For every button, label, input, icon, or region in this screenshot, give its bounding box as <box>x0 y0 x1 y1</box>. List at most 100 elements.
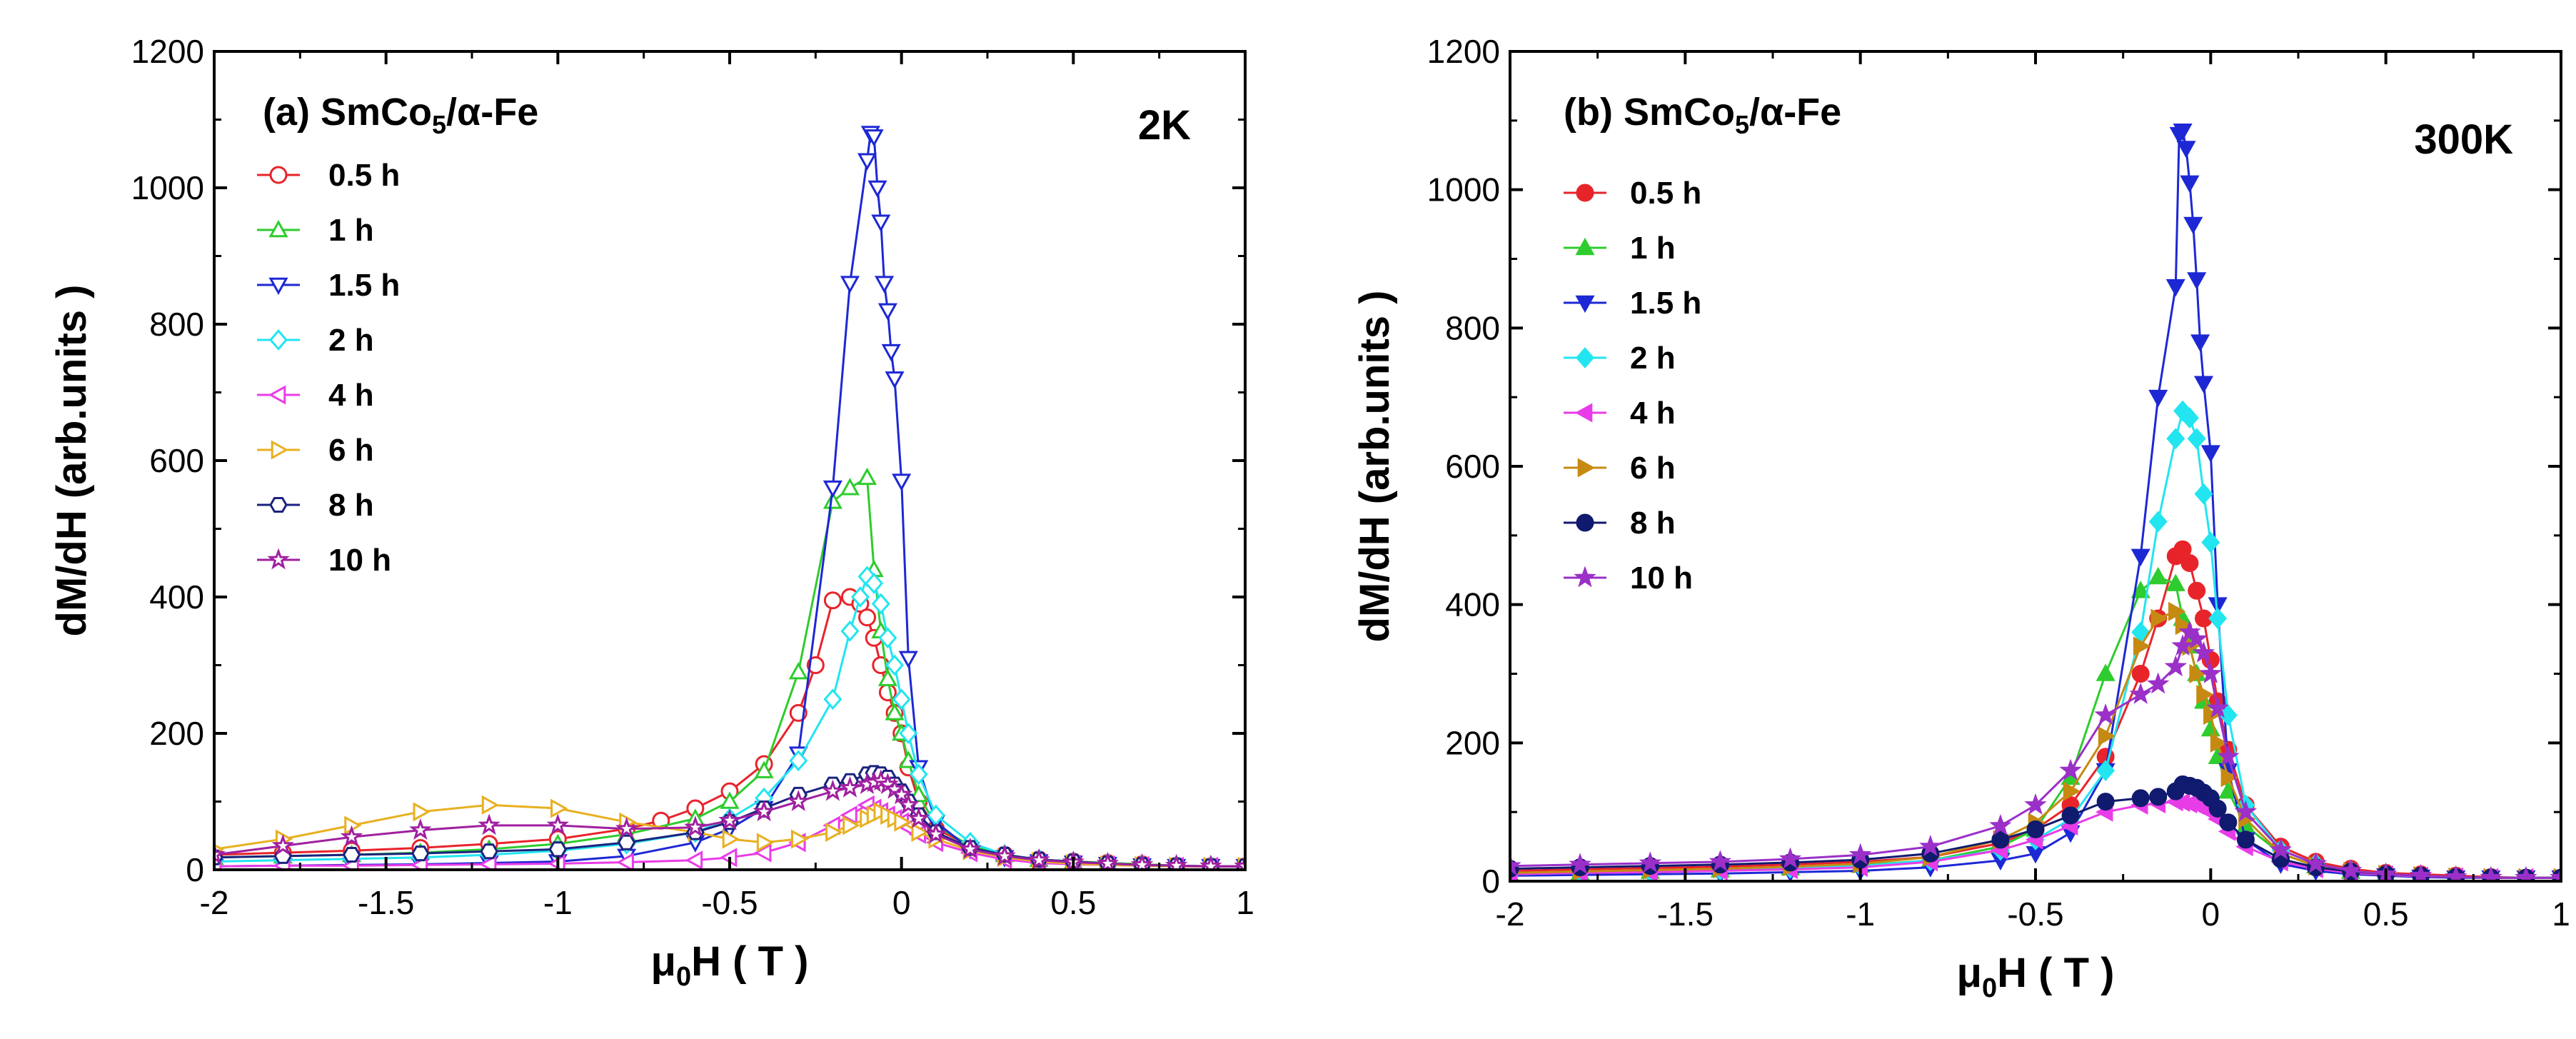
legend-item: 10 h <box>257 543 391 578</box>
legend-item: 8 h <box>257 488 374 523</box>
data-point <box>907 806 930 828</box>
legend-label: 10 h <box>1630 561 1693 596</box>
y-tick-label: 200 <box>1445 724 1500 761</box>
legend: 0.5 h 1 h 1.5 h 2 h 4 h 6 h 8 h 10 h <box>257 158 400 578</box>
legend-item: 0.5 h <box>257 158 400 193</box>
x-tick-label: 0.5 <box>2363 895 2409 933</box>
data-point <box>2171 634 2194 656</box>
legend-label: 8 h <box>328 488 374 523</box>
data-point <box>857 153 877 171</box>
data-point <box>864 129 884 147</box>
data-point <box>892 688 911 711</box>
data-point <box>2173 124 2193 141</box>
data-point <box>478 813 500 835</box>
data-point <box>892 473 912 491</box>
data-point <box>885 371 905 389</box>
data-point <box>2187 272 2207 290</box>
data-point <box>340 825 363 847</box>
legend-item: 1.5 h <box>257 268 400 303</box>
data-point <box>2176 141 2196 159</box>
data-point <box>2024 793 2047 815</box>
data-point <box>2164 655 2188 677</box>
data-point <box>897 793 920 815</box>
data-point <box>753 800 775 822</box>
x-tick-label: -1 <box>1846 895 1875 933</box>
data-point <box>409 818 432 840</box>
y-tick-label: 1000 <box>131 169 204 206</box>
data-point <box>822 480 842 498</box>
data-point <box>720 791 740 809</box>
data-point <box>899 723 918 744</box>
legend-item: 6 h <box>257 433 374 468</box>
data-point <box>898 651 918 669</box>
data-point <box>871 214 891 232</box>
legend-item: 0.5 h <box>1564 176 1701 211</box>
panel-title-subscript: 5 <box>432 110 446 139</box>
data-point <box>788 661 808 680</box>
data-point <box>214 843 226 865</box>
data-point <box>2131 665 2150 683</box>
data-point <box>1199 854 1222 870</box>
data-point <box>2129 682 2152 704</box>
data-point <box>2148 566 2168 585</box>
panel-title-suffix: /α-Fe <box>446 91 538 134</box>
legend-label: 2 h <box>1630 341 1676 376</box>
x-tick-label: 1 <box>2552 895 2570 933</box>
data-point <box>546 813 569 835</box>
legend-marker <box>268 219 288 238</box>
chart-panel-a: -2 -1.5 -1 -0.5 0 0.5 1 0 200 400 600 800 1000 1200 dM… <box>49 33 1254 992</box>
legend-label: 1.5 h <box>1630 286 1701 321</box>
legend-marker <box>269 329 288 351</box>
data-point <box>548 841 568 858</box>
legend-item: 1 h <box>1564 231 1676 266</box>
data-point <box>858 608 877 627</box>
data-point <box>2130 548 2150 566</box>
data-point <box>722 829 740 849</box>
x-axis-title-subscript: 0 <box>1982 973 1997 1003</box>
legend-item: 2 h <box>1564 341 1676 376</box>
x-axis-title-rest: H ( T ) <box>691 938 808 985</box>
data-point <box>2180 407 2199 429</box>
legend-marker <box>268 385 286 405</box>
data-point <box>823 591 842 610</box>
data-point <box>1709 850 1732 872</box>
x-tick-label: 1 <box>1236 884 1254 921</box>
legend-marker <box>1577 458 1596 478</box>
y-tick-label: 1000 <box>1427 171 1500 209</box>
data-point <box>2187 428 2206 450</box>
data-point <box>685 850 703 870</box>
data-point <box>789 750 808 772</box>
data-point <box>877 303 897 321</box>
data-point <box>2189 663 2207 684</box>
legend-label: 1 h <box>1630 231 1676 266</box>
data-point <box>2200 445 2220 463</box>
legend-marker <box>1576 513 1594 532</box>
data-point <box>840 805 857 825</box>
data-point <box>790 829 809 849</box>
data-point <box>413 802 431 822</box>
data-point <box>993 844 1016 866</box>
data-point <box>616 852 634 870</box>
legend-item: 1 h <box>257 213 374 248</box>
legend-label: 0.5 h <box>1630 176 1701 211</box>
data-point <box>2173 540 2192 558</box>
data-point <box>2096 760 2115 782</box>
legend-item: 2 h <box>257 323 374 358</box>
data-point <box>1989 813 2012 835</box>
legend-item: 1.5 h <box>1564 286 1701 321</box>
data-point <box>2183 216 2203 235</box>
x-tick-label: 0.5 <box>1050 884 1096 921</box>
legend-label: 0.5 h <box>328 158 400 193</box>
data-point <box>271 834 295 856</box>
data-point <box>718 808 741 830</box>
data-point <box>2480 865 2502 881</box>
data-point <box>2130 581 2150 598</box>
data-point <box>925 822 947 844</box>
legend-item: 4 h <box>257 378 374 413</box>
panel-title-suffix: /α-Fe <box>1749 91 1841 134</box>
data-point <box>2131 789 2150 808</box>
legend-item: 10 h <box>1564 561 1693 596</box>
data-point <box>867 180 887 199</box>
data-point <box>1991 830 2010 849</box>
